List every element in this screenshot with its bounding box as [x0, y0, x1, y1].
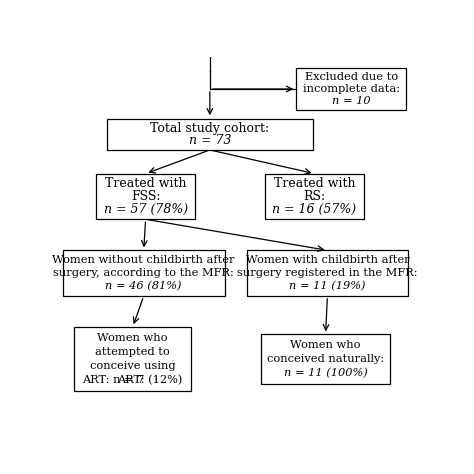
Text: conceived naturally:: conceived naturally: [267, 354, 384, 364]
Text: n = 10: n = 10 [332, 96, 371, 106]
Text: Women who: Women who [291, 340, 361, 350]
Bar [246, 250, 408, 296]
Text: Total study cohort:: Total study cohort: [150, 122, 269, 135]
Text: Women with childbirth after: Women with childbirth after [246, 255, 409, 265]
Text: n = 57 (78%): n = 57 (78%) [103, 203, 188, 216]
Text: n = 11 (19%): n = 11 (19%) [289, 281, 365, 292]
Text: n = 16 (57%): n = 16 (57%) [273, 203, 356, 216]
Text: Excluded due to: Excluded due to [305, 72, 398, 82]
Text: Women who: Women who [98, 333, 168, 343]
Bar [296, 68, 406, 110]
Text: Treated with: Treated with [105, 177, 186, 190]
Text: incomplete data:: incomplete data: [303, 84, 400, 94]
Text: Women without childbirth after: Women without childbirth after [53, 255, 235, 265]
Text: attempted to: attempted to [95, 347, 170, 357]
Bar [107, 119, 313, 150]
Text: FSS:: FSS: [131, 190, 160, 203]
Bar [261, 334, 390, 383]
Bar [63, 250, 225, 296]
Bar [265, 173, 364, 219]
Text: ART: n = 7 (12%): ART: n = 7 (12%) [82, 375, 183, 385]
Text: surgery registered in the MFR:: surgery registered in the MFR: [237, 268, 418, 278]
Text: ART:: ART: [117, 375, 148, 385]
Text: surgery, according to the MFR:: surgery, according to the MFR: [54, 268, 234, 278]
Text: n = 11 (100%): n = 11 (100%) [284, 368, 367, 378]
Text: conceive using: conceive using [90, 361, 175, 371]
Text: RS:: RS: [303, 190, 326, 203]
Bar [74, 327, 191, 391]
Text: n = 46 (81%): n = 46 (81%) [106, 281, 182, 292]
Bar [96, 173, 195, 219]
Text: n = 73: n = 73 [189, 134, 231, 147]
Text: Treated with: Treated with [274, 177, 356, 190]
